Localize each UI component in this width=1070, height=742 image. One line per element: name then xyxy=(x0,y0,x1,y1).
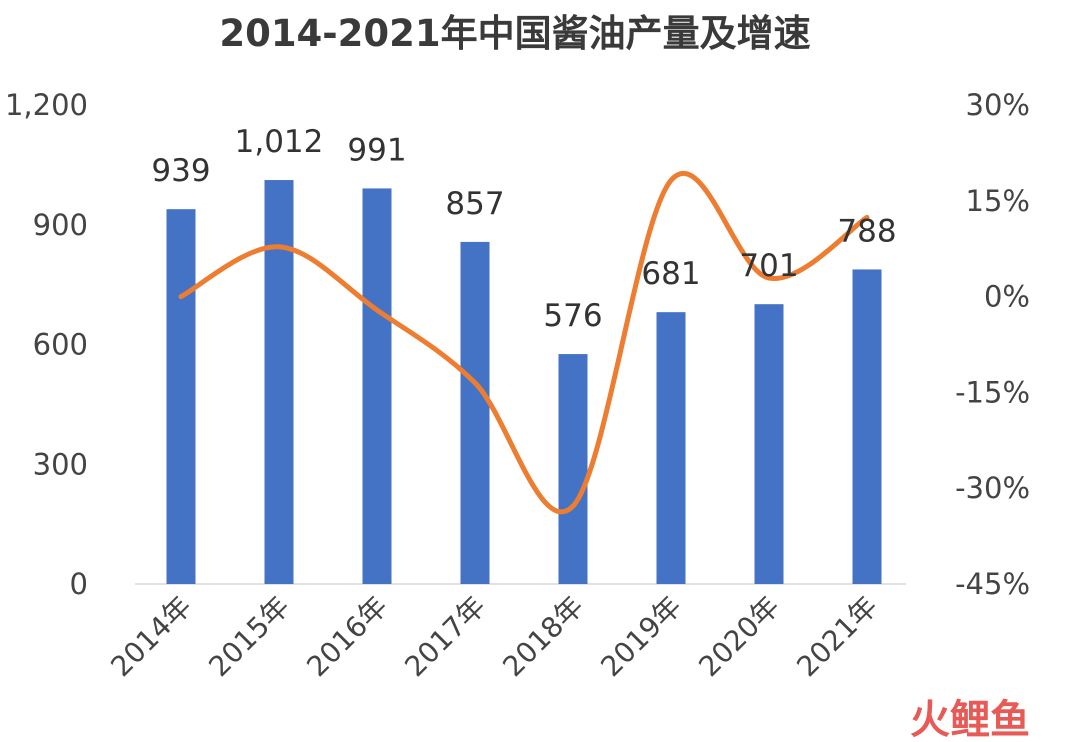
bar-data-labels: 939 1,012 991 857 576 681 701 788 xyxy=(151,124,896,334)
bar-2016年 xyxy=(362,188,392,584)
x-tick-label: 2014年 xyxy=(104,590,198,684)
bar-value-label: 576 xyxy=(543,298,602,334)
growth-rate-line xyxy=(178,170,870,515)
right-tick-label: 0% xyxy=(984,280,1030,314)
bar-2020年 xyxy=(754,304,784,584)
x-tick-label: 2018年 xyxy=(496,590,590,684)
x-tick-label: 2021年 xyxy=(790,590,884,684)
watermark-logo: 火鲤鱼 xyxy=(910,697,1030,742)
x-tick-label: 2015年 xyxy=(202,590,296,684)
right-axis-ticks: -45% -30% -15% 0% 15% 30% xyxy=(955,88,1030,601)
right-tick-label: 15% xyxy=(966,184,1030,218)
left-tick-label: 600 xyxy=(33,328,88,362)
bar-value-label: 857 xyxy=(445,186,504,222)
left-tick-label: 900 xyxy=(33,208,88,242)
bar-value-label: 1,012 xyxy=(235,124,324,160)
bar-2021年 xyxy=(852,269,882,584)
left-axis-ticks: 0 300 600 900 1,200 xyxy=(5,88,88,601)
right-tick-label: 30% xyxy=(966,88,1030,122)
x-axis-ticks: 2014年 2015年 2016年 2017年 2018年 2019年 2020年 2021年 xyxy=(104,590,884,684)
bar-2017年 xyxy=(460,241,490,584)
bar-2019年 xyxy=(656,312,686,584)
right-tick-label: -30% xyxy=(955,471,1030,505)
bar-value-label: 991 xyxy=(347,132,406,168)
bar-2018年 xyxy=(558,354,588,584)
right-tick-label: -15% xyxy=(955,375,1030,409)
left-tick-label: 1,200 xyxy=(5,88,88,122)
bar-2014年 xyxy=(166,209,196,584)
x-tick-label: 2019年 xyxy=(594,590,688,684)
bar-2015年 xyxy=(264,180,294,584)
bar-series xyxy=(166,180,882,584)
left-tick-label: 300 xyxy=(33,447,88,481)
left-tick-label: 0 xyxy=(70,567,88,601)
bar-value-label: 939 xyxy=(151,153,210,189)
growth-line-series xyxy=(178,170,870,515)
chart-title: 2014-2021年中国酱油产量及增速 xyxy=(219,12,810,55)
bar-value-label: 788 xyxy=(837,213,896,249)
bar-value-label: 681 xyxy=(641,256,700,292)
bar-value-label: 701 xyxy=(739,248,798,284)
x-tick-label: 2017年 xyxy=(398,590,492,684)
x-tick-label: 2020年 xyxy=(692,590,786,684)
right-tick-label: -45% xyxy=(955,567,1030,601)
x-tick-label: 2016年 xyxy=(300,590,394,684)
